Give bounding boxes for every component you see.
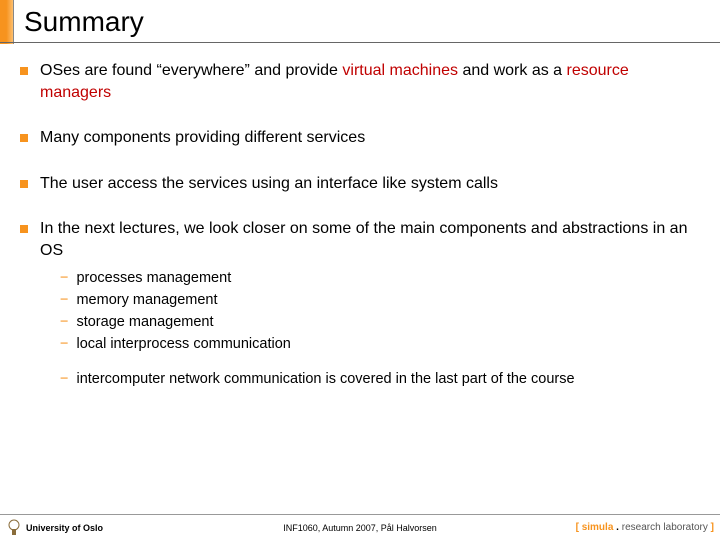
bullet-2-text: Many components providing different serv… <box>40 127 700 149</box>
sub-item-5: −intercomputer network communication is … <box>60 369 700 389</box>
bullet-marker <box>20 67 28 75</box>
footer: University of Oslo INF1060, Autumn 2007,… <box>0 514 720 540</box>
bullet-1: OSes are found “everywhere” and provide … <box>20 60 700 103</box>
title-underline <box>0 42 720 43</box>
sub-item-2: −memory management <box>60 290 700 310</box>
dash-icon: − <box>60 268 68 288</box>
bullet-3-text: The user access the services using an in… <box>40 173 700 195</box>
sub-item-4-text: local interprocess communication <box>76 334 290 354</box>
bullet-4-main: In the next lectures, we look closer on … <box>40 220 687 259</box>
slide: Summary OSes are found “everywhere” and … <box>0 0 720 540</box>
sub-item-1-text: processes management <box>76 268 231 288</box>
bullet-1-pre: OSes are found “everywhere” and provide <box>40 62 342 79</box>
sub-item-3: −storage management <box>60 312 700 332</box>
sub-item-5-text: intercomputer network communication is c… <box>76 369 574 389</box>
dash-icon: − <box>60 312 68 332</box>
bullet-marker <box>20 134 28 142</box>
footer-right-simula: simula <box>582 522 614 533</box>
footer-center: INF1060, Autumn 2007, Pål Halvorsen <box>283 523 437 533</box>
bullet-2: Many components providing different serv… <box>20 127 700 149</box>
bullet-1-text: OSes are found “everywhere” and provide … <box>40 60 700 103</box>
footer-left: University of Oslo <box>6 519 103 537</box>
dash-icon: − <box>60 290 68 310</box>
bracket-close-icon: ] <box>708 522 714 533</box>
dash-icon: − <box>60 334 68 354</box>
bullet-1-hl1: virtual machines <box>342 62 458 79</box>
sub-item-1: −processes management <box>60 268 700 288</box>
dot-icon: . <box>613 522 621 533</box>
bullet-4-text: In the next lectures, we look closer on … <box>40 218 700 391</box>
crest-icon <box>6 519 22 537</box>
footer-right: [ simula . research laboratory ] <box>576 522 714 533</box>
sub-item-2-text: memory management <box>76 290 217 310</box>
footer-left-text: University of Oslo <box>26 523 103 533</box>
bullet-marker <box>20 180 28 188</box>
sub-item-3-text: storage management <box>76 312 213 332</box>
bullet-marker <box>20 225 28 233</box>
bullet-1-mid: and work as a <box>458 62 567 79</box>
footer-right-rest: research laboratory <box>622 522 708 533</box>
slide-title: Summary <box>14 6 144 38</box>
sub-list: −processes management −memory management… <box>60 268 700 389</box>
title-bar: Summary <box>0 0 720 44</box>
bullet-3: The user access the services using an in… <box>20 173 700 195</box>
title-accent <box>0 0 14 44</box>
dash-icon: − <box>60 369 68 389</box>
content-area: OSes are found “everywhere” and provide … <box>0 44 720 391</box>
bullet-4: In the next lectures, we look closer on … <box>20 218 700 391</box>
sub-item-4: −local interprocess communication <box>60 334 700 354</box>
